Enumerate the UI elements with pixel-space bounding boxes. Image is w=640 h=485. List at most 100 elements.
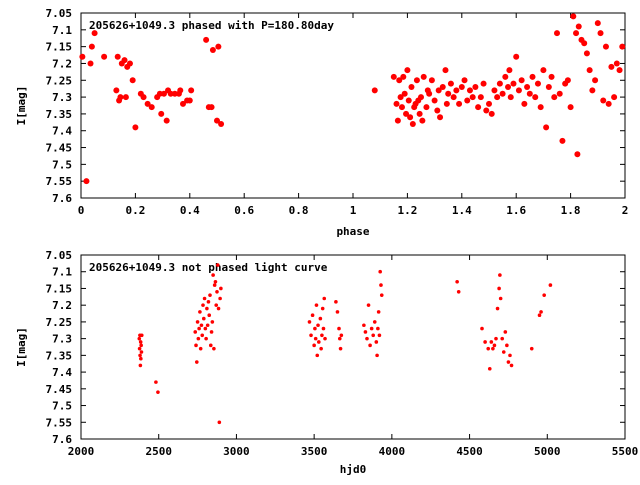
y-tick-label: 7.35: [46, 108, 73, 121]
data-point: [559, 137, 566, 144]
data-point: [198, 346, 203, 351]
plot-frame: [80, 254, 626, 440]
data-point: [101, 53, 108, 60]
data-point: [314, 303, 319, 307]
data-point: [586, 67, 593, 74]
data-point: [377, 333, 382, 338]
data-point: [87, 60, 94, 67]
phased-light-curve-panel: 0 0.2 0.4 0.6 0.8 1 1.2 1.4 1.6 1.8 2 7.05 7.1 7.15 7.…: [15, 7, 628, 238]
data-point: [570, 13, 577, 20]
data-point: [320, 333, 324, 338]
data-point: [564, 77, 571, 84]
data-point: [619, 43, 626, 50]
data-point: [160, 90, 167, 97]
data-point: [307, 320, 312, 324]
y-tick-label: 7.35: [46, 349, 73, 362]
data-point: [205, 306, 209, 311]
data-point: [390, 73, 397, 80]
y-tick-label: 7.55: [46, 416, 73, 429]
data-point: [439, 84, 446, 90]
data-point: [508, 353, 512, 358]
data-point: [217, 420, 222, 425]
data-point: [486, 100, 492, 107]
data-point: [396, 77, 403, 84]
x-tick-label: 0.2: [125, 204, 145, 217]
data-point: [575, 23, 582, 30]
data-point: [486, 346, 491, 351]
chart-title: 205626+1049.3 phased with P=180.80day: [89, 19, 334, 32]
y-tick-label: 7.1: [52, 266, 72, 279]
data-point: [495, 306, 500, 311]
data-point: [132, 124, 139, 131]
data-point: [313, 336, 318, 341]
data-point: [363, 330, 368, 334]
data-point: [499, 90, 506, 97]
data-point: [138, 353, 142, 358]
data-point: [200, 333, 205, 338]
x-tick-label: 2: [622, 204, 629, 217]
data-point: [431, 97, 438, 104]
data-point: [202, 296, 207, 301]
data-point: [335, 310, 340, 314]
data-point: [401, 90, 408, 97]
x-tick-label: 2000: [68, 445, 95, 458]
data-point: [469, 94, 476, 101]
data-point: [158, 110, 165, 117]
data-point: [215, 263, 220, 267]
data-point: [554, 30, 560, 37]
data-point: [435, 87, 442, 94]
plot-frame: [80, 12, 626, 199]
data-point: [434, 107, 441, 114]
y-tick-label: 7.1: [52, 24, 72, 37]
data-point: [480, 326, 484, 331]
data-point: [317, 340, 321, 344]
data-point: [458, 84, 465, 90]
data-point: [334, 300, 338, 304]
data-point: [594, 20, 601, 27]
data-point: [453, 87, 460, 94]
data-point: [121, 57, 128, 64]
y-tick-label: 7.2: [52, 299, 72, 312]
y-tick-label: 7.45: [46, 142, 73, 155]
y-tick-label: 7.4: [52, 125, 72, 138]
data-point: [426, 90, 433, 97]
data-point: [376, 326, 380, 331]
data-point: [122, 94, 129, 101]
data-point: [371, 333, 376, 338]
y-tick-label: 7.05: [46, 7, 73, 20]
data-point: [442, 67, 449, 74]
data-point: [154, 380, 158, 384]
data-point: [337, 336, 342, 341]
data-point: [600, 97, 607, 104]
data-point: [397, 94, 404, 101]
data-point: [88, 43, 95, 50]
y-tick-label: 7.5: [52, 400, 72, 413]
data-point: [608, 63, 615, 70]
data-point: [207, 313, 212, 318]
data-point: [156, 390, 160, 394]
y-tick-label: 7.4: [52, 366, 72, 379]
data-point: [322, 296, 327, 301]
data-point: [379, 293, 384, 297]
data-point: [198, 310, 202, 314]
data-point: [505, 343, 509, 348]
data-point: [518, 77, 525, 84]
data-point: [208, 293, 212, 297]
y-tick-label: 7.25: [46, 74, 73, 87]
y-tick-label: 7.2: [52, 57, 72, 70]
data-point: [210, 320, 215, 324]
data-point: [212, 346, 216, 351]
data-point: [450, 94, 457, 101]
data-point: [602, 43, 609, 50]
data-point: [551, 94, 558, 101]
data-point: [369, 326, 374, 331]
data-point: [500, 336, 505, 341]
data-point: [117, 94, 124, 101]
data-point: [312, 343, 316, 348]
y-axis-label: I[mag]: [15, 327, 28, 367]
data-point: [196, 336, 201, 341]
data-point: [400, 73, 407, 80]
data-point: [447, 80, 454, 87]
data-point: [310, 313, 315, 318]
data-point: [368, 343, 372, 348]
